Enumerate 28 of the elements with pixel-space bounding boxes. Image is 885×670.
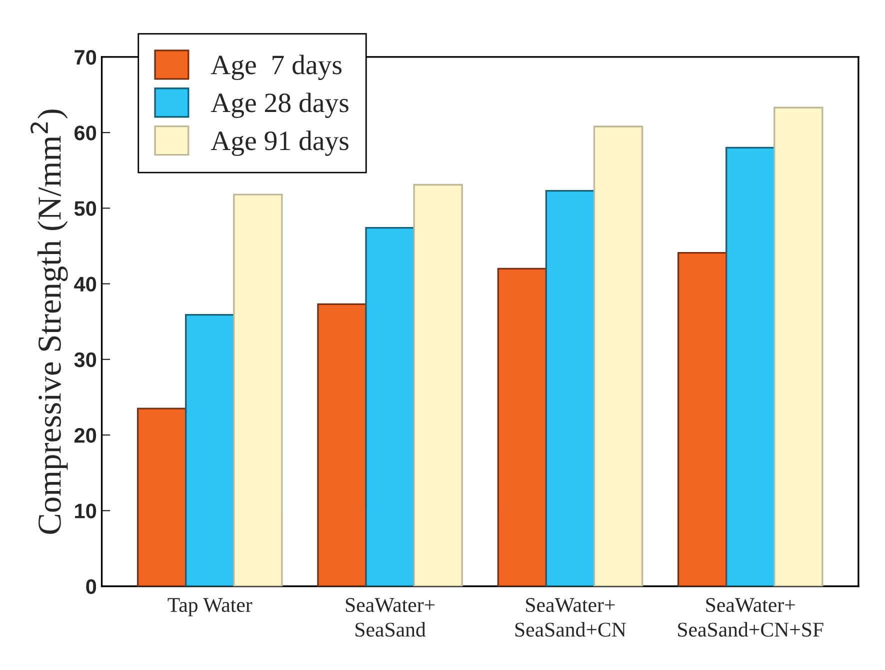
y-tick-label: 20 [74, 428, 96, 443]
y-tick-label: 40 [74, 276, 96, 292]
y-tick-label: 70 [74, 50, 96, 65]
bar [677, 252, 728, 586]
bar [725, 146, 776, 586]
bar [365, 227, 415, 586]
bar [233, 194, 283, 586]
bar [317, 303, 367, 586]
bar [774, 106, 824, 586]
bar [593, 126, 644, 586]
y-tick-label: 60 [74, 126, 96, 140]
bar [136, 408, 187, 586]
y-tick-label: 10 [75, 504, 96, 518]
bar [545, 190, 596, 586]
y-tick-label: 0 [86, 579, 96, 594]
bar [185, 314, 235, 586]
bar [413, 184, 463, 586]
y-tick-label: 30 [74, 352, 96, 368]
x-tick-label: SeaWater+ SeaSand+CN+SF [678, 598, 824, 637]
x-tick-label: Tap Water [168, 598, 252, 616]
legend-label: Age 28 days [210, 92, 348, 118]
y-axis-title: Compressive Strength (N/mm$^{2}$) [30, 110, 68, 534]
x-tick-label: SeaWater+ SeaSand [346, 598, 435, 637]
legend-label: Age 7 days [210, 54, 342, 80]
y-tick-label: 50 [74, 201, 96, 216]
bar [497, 268, 548, 586]
x-tick-label: SeaWater+ SeaSand+CN [515, 598, 626, 637]
legend-label: Age 91 days [210, 130, 348, 156]
